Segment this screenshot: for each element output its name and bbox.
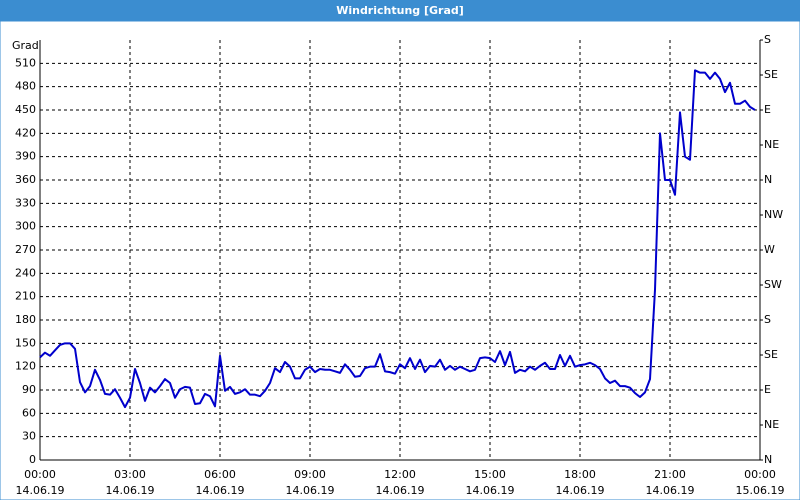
y-tick-label: 30 xyxy=(22,430,36,443)
x-tick-date: 14.06.19 xyxy=(286,484,335,497)
y2-tick-label: S xyxy=(764,33,771,46)
y2-tick-label: N xyxy=(764,453,772,466)
y2-tick-label: SE xyxy=(764,348,778,361)
x-tick-date: 14.06.19 xyxy=(106,484,155,497)
y2-tick-label: E xyxy=(764,103,771,116)
x-tick-label: 21:00 xyxy=(654,468,686,481)
y2-tick-label: W xyxy=(764,243,775,256)
x-tick-label: 09:00 xyxy=(294,468,326,481)
y2-tick-label: E xyxy=(764,383,771,396)
x-tick-date: 15.06.19 xyxy=(736,484,785,497)
y-tick-label: 300 xyxy=(15,220,36,233)
x-tick-label: 06:00 xyxy=(204,468,236,481)
y-tick-label: 180 xyxy=(15,313,36,326)
y-tick-label: 360 xyxy=(15,173,36,186)
y-tick-label: 480 xyxy=(15,80,36,93)
y-axis-label: Grad xyxy=(12,39,39,52)
y-tick-label: 390 xyxy=(15,150,36,163)
y-tick-label: 240 xyxy=(15,266,36,279)
x-tick-date: 14.06.19 xyxy=(556,484,605,497)
x-tick-date: 14.06.19 xyxy=(466,484,515,497)
window-title: Windrichtung [Grad] xyxy=(336,4,464,17)
y2-tick-label: NE xyxy=(764,138,779,151)
y-tick-label: 120 xyxy=(15,360,36,373)
y-tick-label: 210 xyxy=(15,290,36,303)
x-tick-date: 14.06.19 xyxy=(196,484,245,497)
x-tick-label: 15:00 xyxy=(474,468,506,481)
x-tick-label: 12:00 xyxy=(384,468,416,481)
y2-tick-label: NE xyxy=(764,418,779,431)
data-line xyxy=(39,69,756,409)
x-tick-label: 03:00 xyxy=(114,468,146,481)
y-tick-label: 60 xyxy=(22,406,36,419)
y2-tick-label: S xyxy=(764,313,771,326)
x-tick-date: 14.06.19 xyxy=(376,484,425,497)
title-bar xyxy=(0,0,800,21)
x-tick-label: 00:00 xyxy=(744,468,776,481)
y-tick-label: 0 xyxy=(29,453,36,466)
window-border xyxy=(0,20,800,500)
y-tick-label: 450 xyxy=(15,103,36,116)
y-tick-label: 420 xyxy=(15,126,36,139)
x-tick-date: 14.06.19 xyxy=(16,484,65,497)
y2-tick-label: NW xyxy=(764,208,783,221)
y-tick-label: 330 xyxy=(15,196,36,209)
y-tick-label: 90 xyxy=(22,383,36,396)
y-tick-label: 510 xyxy=(15,56,36,69)
x-tick-label: 00:00 xyxy=(24,468,56,481)
y-tick-label: 270 xyxy=(15,243,36,256)
x-tick-date: 14.06.19 xyxy=(646,484,695,497)
y2-tick-label: SW xyxy=(764,278,782,291)
y-tick-label: 150 xyxy=(15,336,36,349)
x-tick-label: 18:00 xyxy=(564,468,596,481)
y2-tick-label: N xyxy=(764,173,772,186)
y2-tick-label: SE xyxy=(764,68,778,81)
